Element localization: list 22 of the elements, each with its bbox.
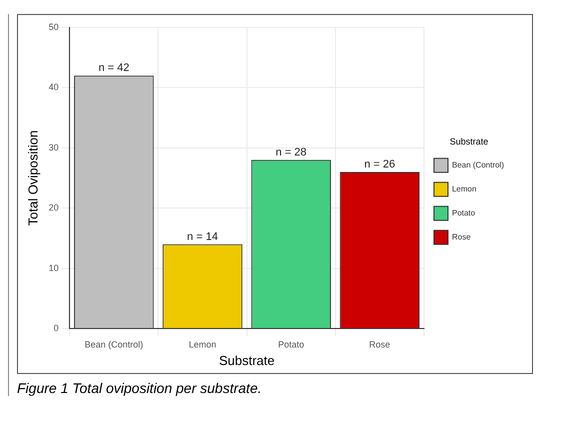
- x-tick-label: Rose: [369, 339, 390, 350]
- x-tick-label: Bean (Control): [84, 339, 144, 350]
- y-tick-label: 20: [48, 202, 59, 213]
- y-tick-label: 10: [48, 262, 59, 273]
- data-label: n = 26: [364, 158, 396, 171]
- x-tick-label: Potato: [278, 339, 304, 350]
- y-tick-label: 0: [54, 323, 59, 334]
- x-axis-title: Substrate: [218, 352, 275, 368]
- data-label: n = 28: [276, 146, 307, 158]
- y-tick-label: 40: [48, 82, 59, 92]
- y-axis-title: Total Oviposition: [25, 130, 40, 226]
- data-label: n = 14: [187, 230, 218, 243]
- x-tick-label: Lemon: [188, 339, 216, 350]
- legend-label: Lemon: [452, 184, 476, 194]
- legend-label: Rose: [452, 232, 472, 242]
- legend-label: Potato: [452, 208, 476, 218]
- y-tick-label: 50: [48, 22, 59, 32]
- caption: Figure 1 Total oviposition per substrate.: [17, 380, 263, 396]
- legend-title: Substrate: [450, 136, 488, 147]
- data-label: n = 42: [98, 62, 130, 74]
- legend-label: Bean (Control): [452, 160, 504, 170]
- y-tick-label: 30: [48, 142, 59, 152]
